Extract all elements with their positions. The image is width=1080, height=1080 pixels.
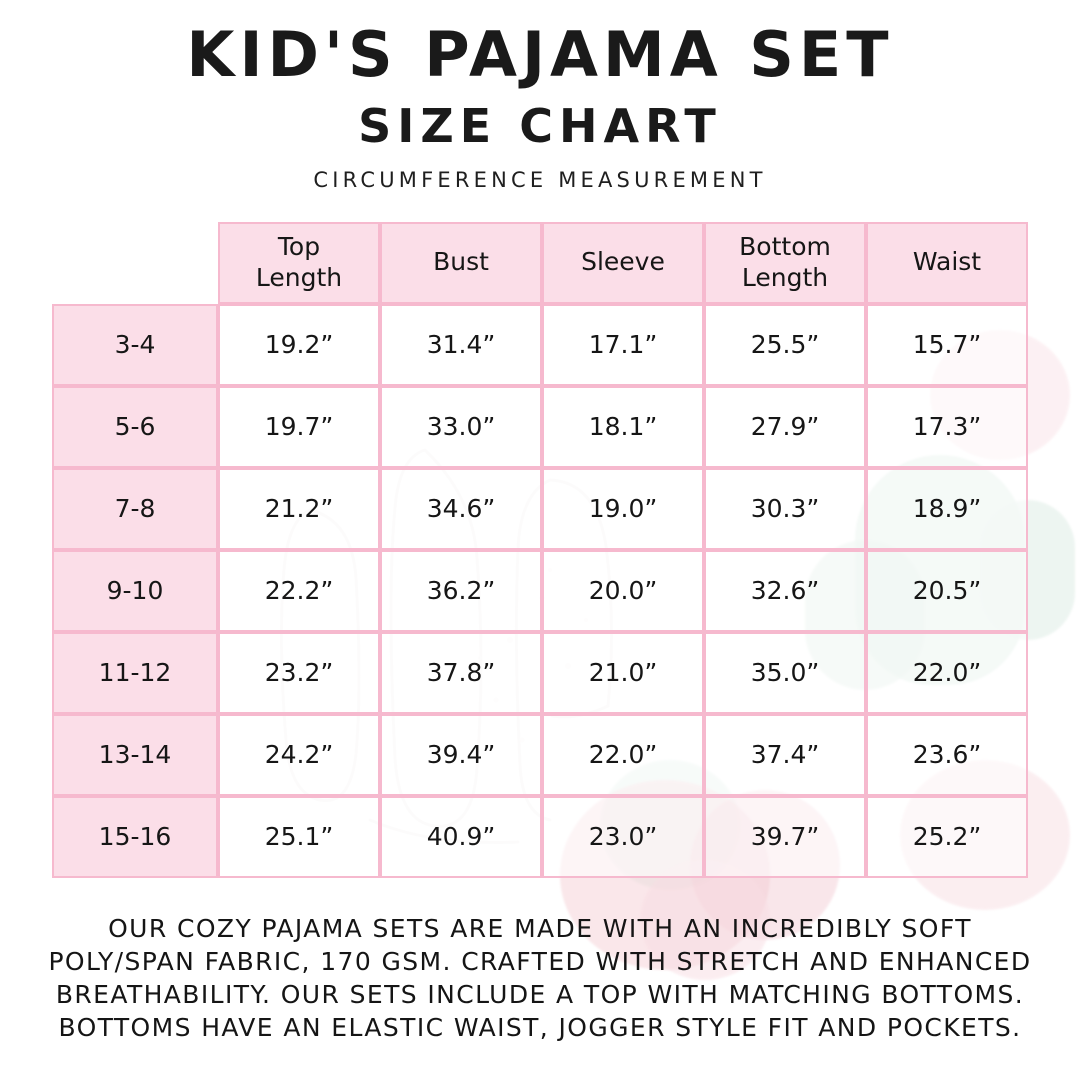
description-line: OUR COZY PAJAMA SETS ARE MADE WITH AN IN… xyxy=(108,913,972,943)
column-header-bottom-length: Bottom Length xyxy=(704,221,866,304)
table-row: 5-6 19.7” 33.0” 18.1” 27.9” 17.3” xyxy=(52,385,1028,468)
cell-bottom-length: 30.3” xyxy=(704,467,866,550)
cell-bust: 37.8” xyxy=(380,631,542,714)
cell-waist: 23.6” xyxy=(866,713,1028,796)
table-row: 13-14 24.2” 39.4” 22.0” 37.4” 23.6” xyxy=(52,713,1028,796)
row-header-size: 11-12 xyxy=(52,631,218,714)
cell-waist: 22.0” xyxy=(866,631,1028,714)
cell-bust: 31.4” xyxy=(380,303,542,386)
table-row: 7-8 21.2” 34.6” 19.0” 30.3” 18.9” xyxy=(52,467,1028,550)
cell-top-length: 19.2” xyxy=(218,303,380,386)
page-subtitle: SIZE CHART xyxy=(358,99,722,154)
cell-sleeve: 17.1” xyxy=(542,303,704,386)
cell-sleeve: 18.1” xyxy=(542,385,704,468)
header-row: Top Length Bust Sleeve Bottom Length Waist xyxy=(52,221,1028,304)
cell-sleeve: 22.0” xyxy=(542,713,704,796)
size-table-container: Top Length Bust Sleeve Bottom Length Waist… xyxy=(0,221,1080,878)
page-title: KID'S PAJAMA SET xyxy=(186,18,894,91)
table-body: 3-4 19.2” 31.4” 17.1” 25.5” 15.7” 5-6 19… xyxy=(52,303,1028,878)
table-head: Top Length Bust Sleeve Bottom Length Waist xyxy=(52,221,1028,304)
cell-bust: 40.9” xyxy=(380,795,542,878)
cell-top-length: 21.2” xyxy=(218,467,380,550)
column-header-waist: Waist xyxy=(866,221,1028,304)
cell-bust: 39.4” xyxy=(380,713,542,796)
description-line: POLY/SPAN FABRIC, 170 GSM. CRAFTED WITH … xyxy=(48,946,1032,976)
cell-bottom-length: 27.9” xyxy=(704,385,866,468)
cell-top-length: 19.7” xyxy=(218,385,380,468)
row-header-size: 3-4 xyxy=(52,303,218,386)
row-header-size: 7-8 xyxy=(52,467,218,550)
cell-bottom-length: 37.4” xyxy=(704,713,866,796)
cell-waist: 20.5” xyxy=(866,549,1028,632)
measurement-note: CIRCUMFERENCE MEASUREMENT xyxy=(313,167,767,192)
cell-bust: 33.0” xyxy=(380,385,542,468)
table-row: 9-10 22.2” 36.2” 20.0” 32.6” 20.5” xyxy=(52,549,1028,632)
description-line: BREATHABILITY. OUR SETS INCLUDE A TOP WI… xyxy=(55,980,1025,1010)
page-heading-block: KID'S PAJAMA SET SIZE CHART CIRCUMFERENC… xyxy=(0,0,1080,192)
row-header-size: 5-6 xyxy=(52,385,218,468)
column-header-top-length: Top Length xyxy=(218,221,380,304)
table-row: 11-12 23.2” 37.8” 21.0” 35.0” 22.0” xyxy=(52,631,1028,714)
row-header-size: 13-14 xyxy=(52,713,218,796)
cell-top-length: 24.2” xyxy=(218,713,380,796)
cell-top-length: 25.1” xyxy=(218,795,380,878)
product-description: OUR COZY PAJAMA SETS ARE MADE WITH AN IN… xyxy=(0,912,1080,1045)
row-header-size: 9-10 xyxy=(52,549,218,632)
cell-bottom-length: 25.5” xyxy=(704,303,866,386)
cell-sleeve: 21.0” xyxy=(542,631,704,714)
cell-bust: 34.6” xyxy=(380,467,542,550)
cell-sleeve: 20.0” xyxy=(542,549,704,632)
cell-top-length: 22.2” xyxy=(218,549,380,632)
cell-waist: 25.2” xyxy=(866,795,1028,878)
cell-bottom-length: 32.6” xyxy=(704,549,866,632)
cell-sleeve: 19.0” xyxy=(542,467,704,550)
table-row: 3-4 19.2” 31.4” 17.1” 25.5” 15.7” xyxy=(52,303,1028,386)
table-row: 15-16 25.1” 40.9” 23.0” 39.7” 25.2” xyxy=(52,795,1028,878)
description-line: BOTTOMS HAVE AN ELASTIC WAIST, JOGGER ST… xyxy=(58,1013,1022,1043)
cell-waist: 18.9” xyxy=(866,467,1028,550)
column-header-bust: Bust xyxy=(380,221,542,304)
cell-bust: 36.2” xyxy=(380,549,542,632)
row-header-size: 15-16 xyxy=(52,795,218,878)
corner-spacer-cell xyxy=(52,222,218,304)
cell-bottom-length: 39.7” xyxy=(704,795,866,878)
cell-waist: 15.7” xyxy=(866,303,1028,386)
column-header-sleeve: Sleeve xyxy=(542,221,704,304)
cell-waist: 17.3” xyxy=(866,385,1028,468)
cell-top-length: 23.2” xyxy=(218,631,380,714)
cell-bottom-length: 35.0” xyxy=(704,631,866,714)
cell-sleeve: 23.0” xyxy=(542,795,704,878)
size-chart-table: Top Length Bust Sleeve Bottom Length Waist… xyxy=(52,221,1028,878)
